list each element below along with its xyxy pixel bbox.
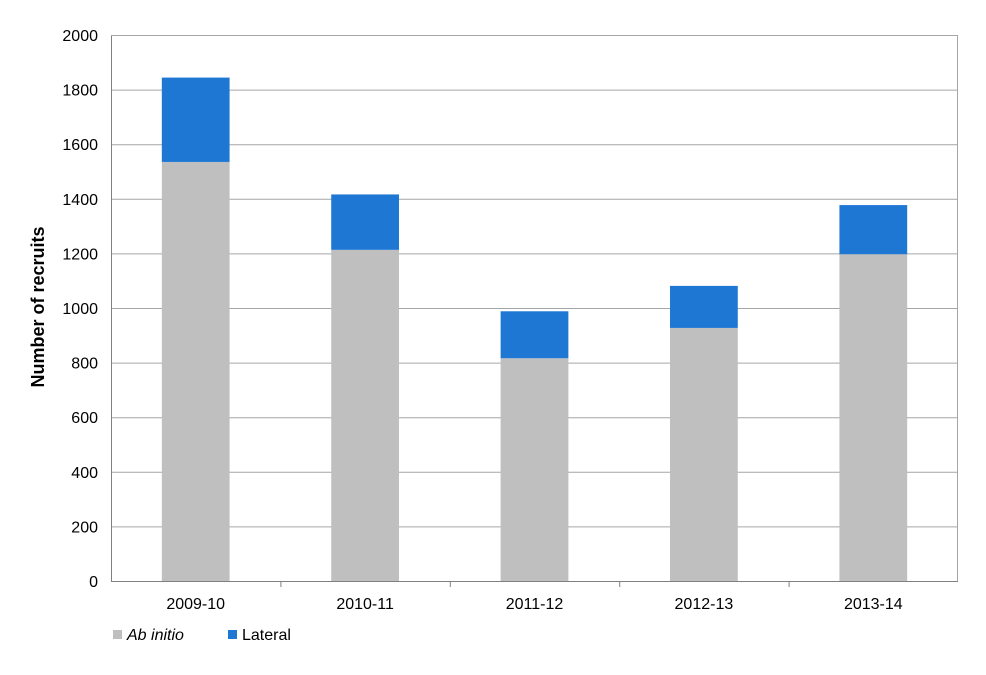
y-tick-label: 200	[71, 519, 98, 536]
bar-segment	[331, 249, 399, 581]
y-tick-label: 1600	[62, 137, 98, 154]
bar-segment	[670, 327, 738, 581]
x-tick-label: 2011-12	[506, 596, 564, 613]
y-tick-label: 1800	[62, 83, 98, 100]
y-axis-title: Number of recruits	[28, 226, 48, 387]
bar-segment	[161, 77, 230, 162]
y-tick-label: 1000	[62, 301, 98, 318]
x-tick-label: 2012-13	[675, 596, 734, 613]
y-tick-label: 800	[71, 356, 98, 373]
y-tick-label: 0	[89, 574, 98, 591]
legend-label: Ab initio	[126, 627, 184, 644]
x-tick-label: 2010-11	[336, 596, 394, 613]
legend: Ab initio Lateral	[113, 627, 291, 644]
y-tick-label: 400	[71, 465, 98, 482]
bar-segment	[500, 311, 569, 359]
bar-segment	[839, 254, 908, 581]
bar-segment	[670, 285, 738, 328]
bar-segment	[161, 161, 230, 581]
bar-segment	[500, 358, 569, 581]
x-tick-label: 2013-14	[844, 596, 903, 613]
y-tick-label: 1400	[62, 192, 98, 209]
bars	[161, 77, 908, 581]
legend-swatch	[228, 630, 237, 639]
bar-segment	[331, 194, 399, 250]
x-tick-label: 2009-10	[166, 596, 225, 613]
axes: 0 200 400 600 800 1000 1200 1400 1600 1800 2000 200…	[62, 28, 958, 613]
bar-segment	[839, 205, 908, 255]
y-tick-label: 1200	[62, 246, 98, 263]
y-tick-label: 2000	[62, 28, 98, 45]
legend-label: Lateral	[242, 627, 291, 644]
legend-swatch	[113, 630, 122, 639]
y-tick-label: 600	[71, 410, 98, 427]
